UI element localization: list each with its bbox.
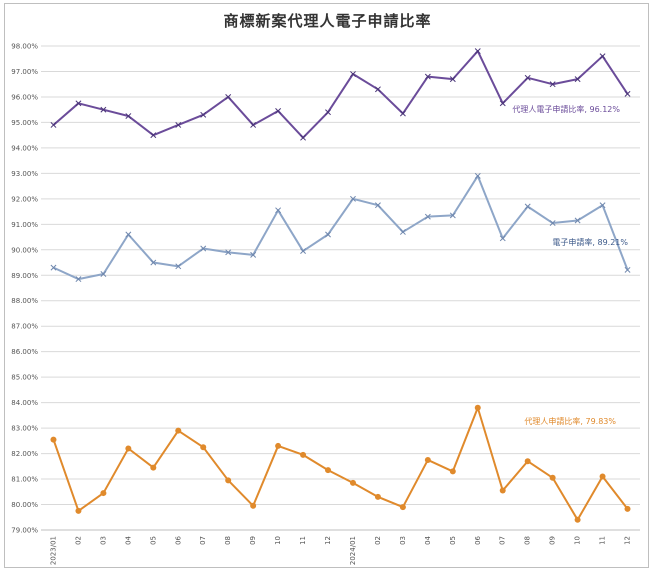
data-point [375,494,381,500]
data-point [300,452,306,458]
data-point [525,458,531,464]
data-point [50,437,56,443]
data-point [550,475,556,481]
x-tick-label: 11 [599,536,607,545]
y-tick-label: 80.00% [11,501,38,509]
data-point [200,444,206,450]
data-point [400,111,405,116]
y-tick-label: 90.00% [11,246,38,254]
data-point [600,474,606,480]
x-tick-label: 07 [199,536,207,545]
data-point [75,508,81,514]
series-lines [50,48,630,522]
data-point [300,135,305,140]
data-point [525,204,530,209]
axes: 98.00% 97.00% 96.00% 95.00% 94.00% 93.00% 92.0… [11,43,640,566]
data-point [600,54,605,59]
data-point [500,488,506,494]
x-tick-label: 05 [149,536,157,545]
y-tick-label: 84.00% [11,399,38,407]
series-end-label: 電子申請率, 89.21% [552,237,628,247]
data-point [400,504,406,510]
y-tick-label: 97.00% [11,68,38,76]
x-tick-label: 05 [449,536,457,545]
data-point [625,91,630,96]
data-point [325,232,330,237]
data-point [225,477,231,483]
x-tick-label: 09 [249,536,257,545]
data-point [575,517,581,523]
x-tick-label: 06 [174,535,182,544]
y-tick-label: 89.00% [11,272,38,280]
y-tick-label: 86.00% [11,348,38,356]
series-2 [51,173,630,281]
series-1 [51,48,630,140]
series-labels: 代理人電子申請比率, 96.12% 電子申請率, 89.21% 代理人申請比率, 7… [512,104,628,426]
x-tick-label: 03 [399,536,407,545]
x-tick-label: 04 [124,535,132,544]
data-point [275,443,281,449]
data-point [175,428,181,434]
y-tick-label: 91.00% [11,221,38,229]
y-tick-label: 95.00% [11,119,38,127]
data-point [125,445,131,451]
y-tick-label: 83.00% [11,425,38,433]
y-tick-label: 85.00% [11,374,38,382]
data-point [450,468,456,474]
data-point [100,490,106,496]
x-tick-label: 02 [74,536,82,545]
x-tick-label: 09 [549,536,557,545]
series-end-label: 代理人電子申請比率, 96.12% [512,104,620,114]
y-tick-label: 96.00% [11,93,38,101]
y-tick-label: 93.00% [11,170,38,178]
y-tick-label: 98.00% [11,43,38,51]
x-tick-label: 11 [299,536,307,545]
x-tick-label: 12 [624,536,632,545]
x-tick-label: 2024/01 [349,536,357,565]
y-tick-label: 94.00% [11,144,38,152]
data-point [425,457,431,463]
x-tick-label: 08 [224,536,232,545]
x-tick-label: 02 [374,536,382,545]
x-tick-label: 2023/01 [49,536,57,565]
data-point [51,122,56,127]
y-tick-label: 79.00% [11,527,38,535]
x-tick-label: 10 [274,536,282,545]
x-tick-label: 06 [474,535,482,544]
x-tick-label: 08 [524,536,532,545]
y-tick-label: 81.00% [11,476,38,484]
x-tick-label: 07 [499,536,507,545]
data-point [475,405,481,411]
data-point [350,480,356,486]
x-tick-label: 10 [574,536,582,545]
data-point [250,503,256,509]
y-tick-label: 92.00% [11,195,38,203]
data-point [150,465,156,471]
series-end-label: 代理人申請比率, 79.83% [524,416,616,426]
series-line [53,51,627,138]
y-tick-label: 88.00% [11,297,38,305]
y-tick-label: 82.00% [11,450,38,458]
x-tick-label: 03 [99,536,107,545]
y-tick-label: 87.00% [11,323,38,331]
x-tick-label: 04 [424,535,432,544]
data-point [625,506,631,512]
x-tick-label: 12 [324,536,332,545]
data-point [325,467,331,473]
series-line [53,176,627,279]
